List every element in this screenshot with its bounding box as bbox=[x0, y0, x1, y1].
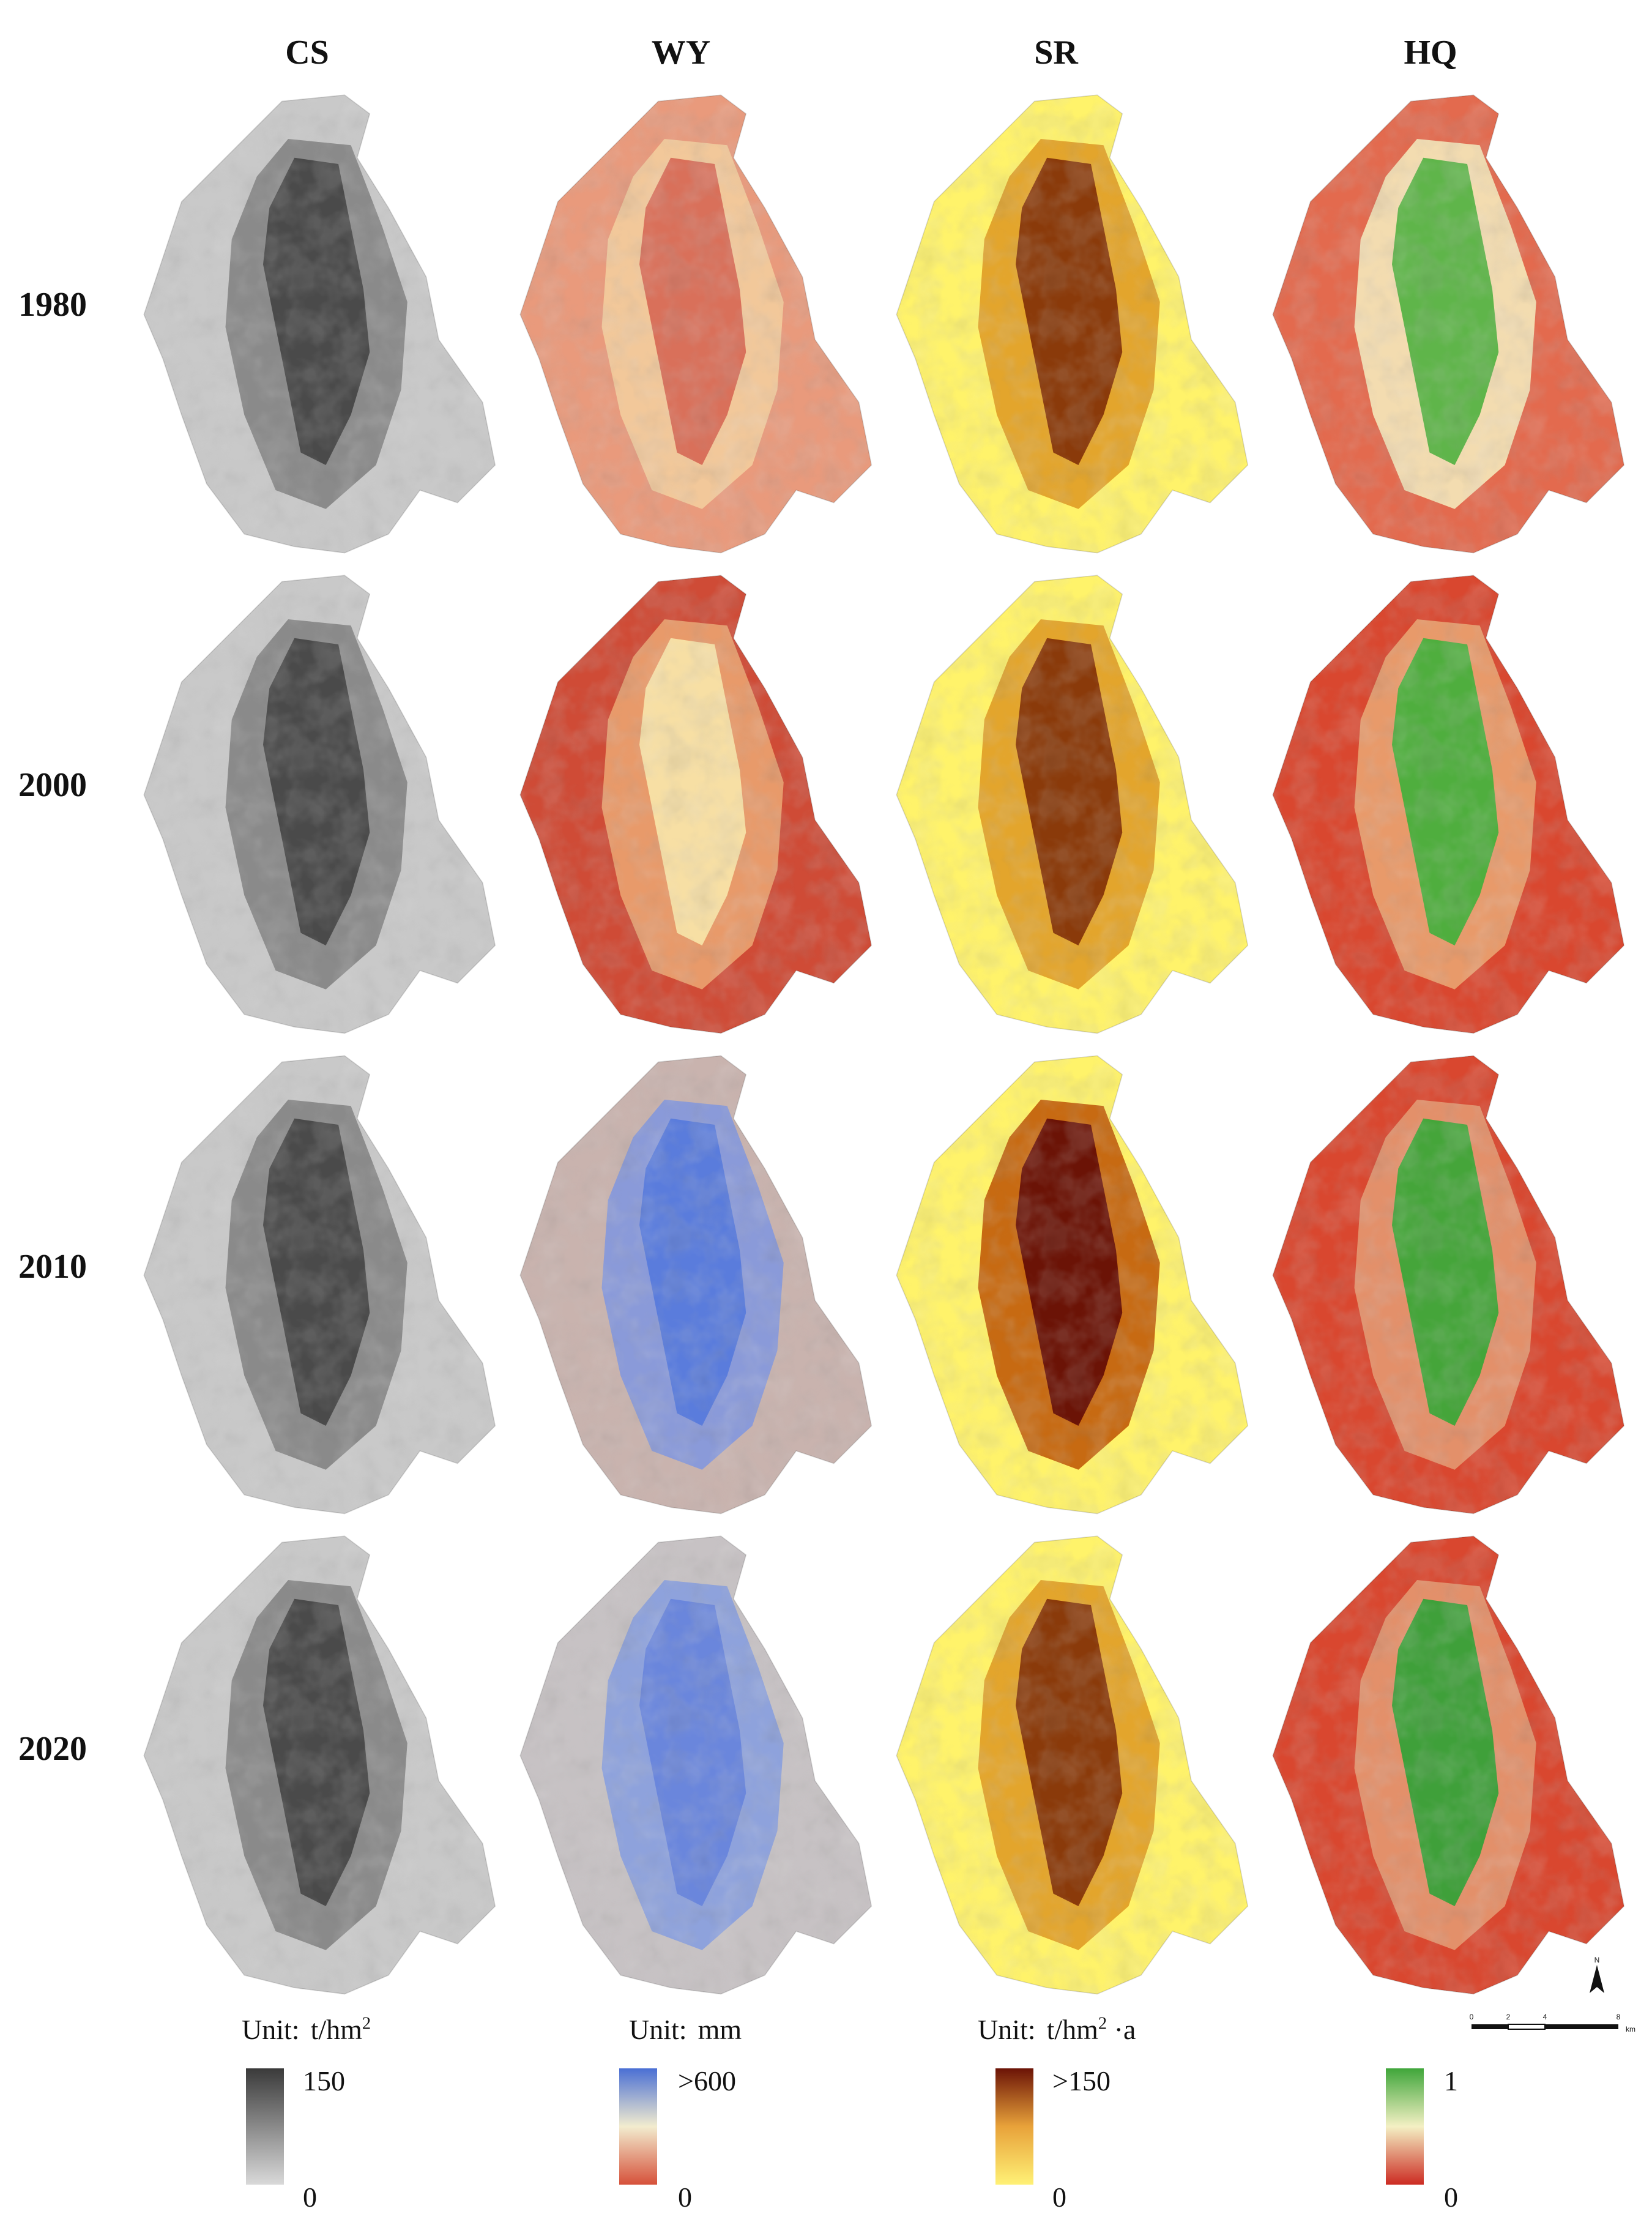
map-sr-1980 bbox=[896, 94, 1249, 554]
map-sr-2020 bbox=[896, 1535, 1249, 1995]
scale-tick-4: 4 bbox=[1543, 2013, 1547, 2021]
scale-tick-2: 2 bbox=[1506, 2013, 1511, 2021]
map-sr-2010 bbox=[896, 1055, 1249, 1515]
scale-tick-8: 8 bbox=[1617, 2013, 1621, 2021]
scale-unit: km bbox=[1626, 2025, 1635, 2033]
column-header-cs: CS bbox=[285, 34, 329, 72]
scale-bar: 0 2 4 8 km bbox=[1470, 2013, 1635, 2033]
map-hq-2010 bbox=[1272, 1055, 1625, 1515]
map-sr-2000 bbox=[896, 575, 1249, 1034]
scale-tick-0: 0 bbox=[1470, 2013, 1474, 2021]
legend-colorbar-sr bbox=[995, 2068, 1033, 2185]
legend-min-hq: 0 bbox=[1444, 2182, 1458, 2213]
legend-unit-tail: ·a bbox=[1107, 2014, 1136, 2045]
row-header-2020: 2020 bbox=[18, 1730, 87, 1768]
legend-colorbar-wy bbox=[619, 2068, 657, 2185]
legend-max-wy: >600 bbox=[678, 2065, 736, 2097]
legend-unit-text: mm bbox=[698, 2014, 742, 2045]
north-arrow-label: N bbox=[1594, 1956, 1600, 1964]
legend-colorbar-cs bbox=[246, 2068, 284, 2185]
legend-unit-sr: Unit: t/hm2 ·a bbox=[978, 2013, 1136, 2046]
legend-min-cs: 0 bbox=[303, 2182, 317, 2213]
legend-unit-sup: 2 bbox=[1098, 2014, 1107, 2033]
legend-min-sr: 0 bbox=[1052, 2182, 1066, 2213]
legend-unit-sup: 2 bbox=[362, 2014, 371, 2033]
column-header-hq: HQ bbox=[1404, 34, 1457, 72]
map-cs-2000 bbox=[143, 575, 496, 1034]
legend-max-cs: 150 bbox=[303, 2065, 345, 2097]
map-wy-2020 bbox=[519, 1535, 873, 1995]
map-hq-2020 bbox=[1272, 1535, 1625, 1995]
legend-unit-wy: Unit: mm bbox=[629, 2013, 742, 2046]
row-header-1980: 1980 bbox=[18, 286, 87, 324]
legend-unit-cs: Unit: t/hm2 bbox=[242, 2013, 371, 2046]
map-cs-2020 bbox=[143, 1535, 496, 1995]
legend-unit-text: t/hm bbox=[1046, 2014, 1098, 2045]
legend-min-wy: 0 bbox=[678, 2182, 692, 2213]
legend-unit-label: Unit: bbox=[629, 2014, 687, 2045]
row-header-2000: 2000 bbox=[18, 766, 87, 804]
map-hq-1980 bbox=[1272, 94, 1625, 554]
north-arrow-icon: N bbox=[1590, 1956, 1604, 1993]
map-wy-2010 bbox=[519, 1055, 873, 1515]
row-header-2010: 2010 bbox=[18, 1248, 87, 1286]
legend-unit-text: t/hm bbox=[310, 2014, 362, 2045]
legend-max-hq: 1 bbox=[1444, 2065, 1458, 2097]
legend-colorbar-hq bbox=[1386, 2068, 1424, 2185]
legend-unit-label: Unit: bbox=[978, 2014, 1036, 2045]
column-header-sr: SR bbox=[1034, 34, 1078, 72]
map-cs-2010 bbox=[143, 1055, 496, 1515]
legend-max-sr: >150 bbox=[1052, 2065, 1111, 2097]
legend-unit-label: Unit: bbox=[242, 2014, 300, 2045]
map-wy-2000 bbox=[519, 575, 873, 1034]
map-wy-1980 bbox=[519, 94, 873, 554]
column-header-wy: WY bbox=[651, 34, 711, 72]
map-cs-1980 bbox=[143, 94, 496, 554]
map-hq-2000 bbox=[1272, 575, 1625, 1034]
